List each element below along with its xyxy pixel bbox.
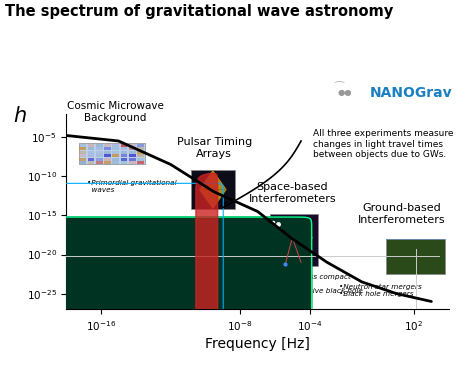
Bar [104,147,111,150]
Bar [129,161,136,164]
Text: Pulsar Timing
Arrays: Pulsar Timing Arrays [176,137,252,159]
Bar [80,154,86,157]
Bar [112,147,119,150]
Bar [121,151,128,154]
Bar [88,147,94,150]
Bar [96,158,102,161]
Bar [79,143,145,164]
Bar [191,170,235,209]
Text: All three experiments measure
changes in light travel times
between objects due : All three experiments measure changes in… [313,129,454,159]
Bar [104,161,111,164]
Bar [88,151,94,154]
Text: Space-based
Interferometers: Space-based Interferometers [248,182,336,203]
Bar [112,154,119,157]
Text: •Neutron star mergers
•Black hole mergers: •Neutron star mergers •Black hole merger… [339,284,422,297]
Bar [112,151,119,154]
Bar [121,144,128,146]
Text: NANOGrav: NANOGrav [370,86,453,100]
Polygon shape [0,217,312,366]
Bar [137,158,144,161]
Bar [88,144,94,146]
Bar [137,151,144,154]
Bar [129,147,136,150]
Bar [386,239,445,274]
Circle shape [196,173,218,366]
Bar [137,147,144,150]
Bar [112,144,119,146]
Bar [88,158,94,161]
Bar [137,144,144,146]
Bar [104,158,111,161]
Bar [129,151,136,154]
Bar [121,161,128,164]
Bar [121,154,128,157]
Bar [96,147,102,150]
Text: Ground-based
Interferometers: Ground-based Interferometers [358,203,446,225]
Bar [88,161,94,164]
Bar [129,158,136,161]
Bar [129,154,136,157]
Bar [121,158,128,161]
Bar [96,144,102,146]
Bar [112,158,119,161]
Bar [137,154,144,157]
Bar [96,161,102,164]
Bar [270,214,319,266]
Text: The spectrum of gravitational wave astronomy: The spectrum of gravitational wave astro… [5,4,393,19]
Bar [104,151,111,154]
Bar [386,239,445,240]
Text: $h$: $h$ [13,106,27,126]
Bar [112,161,119,164]
Bar [96,154,102,157]
Text: •Primordial gravitational
  waves: •Primordial gravitational waves [87,180,177,193]
Polygon shape [199,190,227,209]
Bar [80,161,86,164]
Bar [96,151,102,154]
Text: ●●: ●● [338,88,352,97]
Bar [80,147,86,150]
Bar [80,144,86,146]
Bar [104,154,111,157]
Bar [137,161,144,164]
Bar [80,151,86,154]
X-axis label: Frequency [Hz]: Frequency [Hz] [205,337,310,351]
Bar [80,158,86,161]
Bar [121,147,128,150]
Text: •Supermassive black
  hole binaries and
  mergers
•Primordial gravitational
  wa: •Supermassive black hole binaries and me… [188,240,278,274]
Bar [88,154,94,157]
Polygon shape [199,170,227,190]
Text: Cosmic Microwave
Background: Cosmic Microwave Background [67,101,164,123]
Bar [104,144,111,146]
Text: •Stellar mass compact
  binaries
•Supermassive black hole
  mergers: •Stellar mass compact binaries •Supermas… [268,274,363,301]
Text: ⁀: ⁀ [334,83,343,93]
Bar [129,144,136,146]
